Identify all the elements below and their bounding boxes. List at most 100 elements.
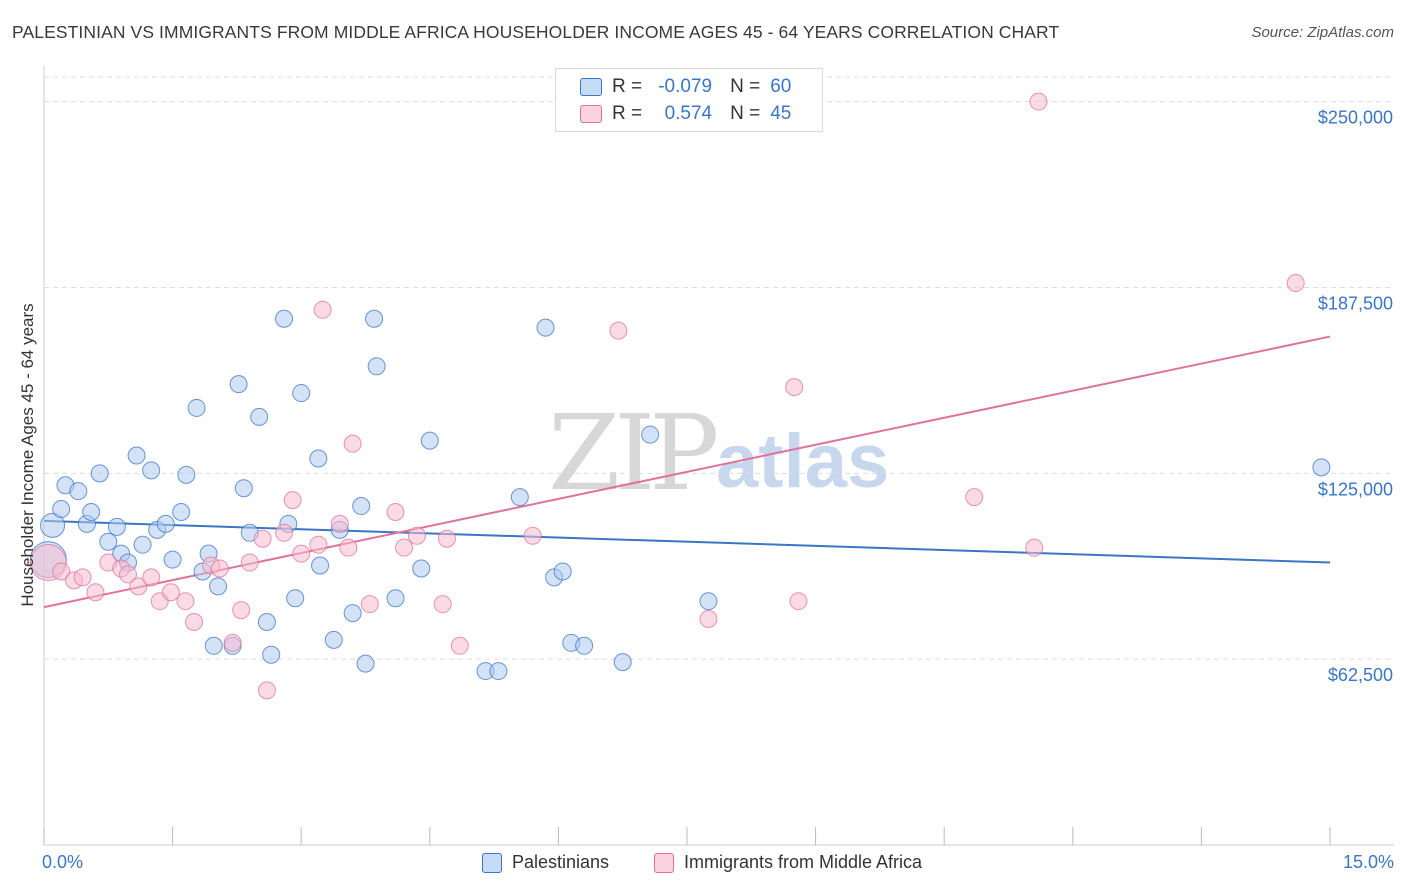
stat-n-label: N = xyxy=(730,76,761,97)
data-point-immigrants xyxy=(386,502,405,521)
data-point-immigrants xyxy=(253,529,272,548)
data-point-immigrants xyxy=(450,636,469,655)
data-point-palestinians xyxy=(187,398,206,417)
data-point-immigrants xyxy=(395,538,414,557)
gridlines xyxy=(44,76,1394,660)
legend-swatch-blue xyxy=(580,78,602,96)
x-tick-label-max: 15.0% xyxy=(1342,852,1394,872)
x-tick-label-min: 0.0% xyxy=(42,852,84,872)
data-point-immigrants xyxy=(699,610,718,629)
stat-r-value: 0.574 xyxy=(664,103,713,124)
data-point-palestinians xyxy=(172,502,191,521)
y-axis-label: Householder Income Ages 45 - 64 years xyxy=(18,303,37,607)
data-point-immigrants xyxy=(275,523,294,542)
data-point-immigrants xyxy=(292,544,311,563)
data-point-palestinians xyxy=(575,636,594,655)
data-point-palestinians xyxy=(699,592,718,611)
data-point-palestinians xyxy=(489,662,508,681)
data-point-palestinians xyxy=(309,449,328,468)
data-point-immigrants xyxy=(1025,538,1044,557)
data-point-immigrants xyxy=(142,568,161,587)
stat-n-value: 60 xyxy=(770,76,792,97)
legend-swatch-pink xyxy=(580,105,602,123)
data-point-immigrants xyxy=(52,562,71,581)
data-point-palestinians xyxy=(352,497,371,516)
data-point-immigrants xyxy=(309,535,328,554)
legend-swatch-pink xyxy=(654,852,674,873)
legend-swatch-blue xyxy=(482,852,502,873)
data-point-palestinians xyxy=(356,654,375,673)
trend-line-palestinians xyxy=(43,519,1331,564)
data-point-immigrants xyxy=(240,553,259,572)
data-point-palestinians xyxy=(343,604,362,623)
data-point-immigrants xyxy=(1029,92,1048,111)
data-point-palestinians xyxy=(386,589,405,608)
data-point-palestinians xyxy=(99,532,118,551)
data-point-immigrants xyxy=(257,681,276,700)
legend-label: Immigrants from Middle Africa xyxy=(684,852,923,872)
data-point-immigrants xyxy=(965,488,984,507)
data-point-palestinians xyxy=(420,431,439,450)
stat-n-label: N = xyxy=(730,103,761,124)
data-point-immigrants xyxy=(330,514,349,533)
data-point-palestinians xyxy=(1312,458,1331,477)
stat-n-value: 45 xyxy=(770,103,792,124)
data-point-palestinians xyxy=(204,636,223,655)
watermark-zip: ZIP xyxy=(548,392,719,514)
chart-source: Source: ZipAtlas.com xyxy=(1251,24,1394,41)
stat-r-value: -0.079 xyxy=(658,76,713,97)
data-point-palestinians xyxy=(365,309,384,328)
data-point-immigrants xyxy=(232,601,251,620)
data-point-palestinians xyxy=(234,479,253,498)
data-point-immigrants xyxy=(119,565,138,584)
data-point-palestinians xyxy=(641,425,660,444)
data-point-immigrants xyxy=(789,592,808,611)
data-point-palestinians xyxy=(52,500,71,519)
data-point-palestinians xyxy=(257,613,276,632)
data-point-palestinians xyxy=(286,589,305,608)
y-tick-label: $187,500 xyxy=(1318,294,1393,314)
data-point-immigrants xyxy=(407,526,426,545)
data-point-palestinians xyxy=(177,465,196,484)
y-tick-label: $250,000 xyxy=(1318,108,1393,128)
data-point-immigrants xyxy=(129,577,148,596)
data-point-immigrants xyxy=(86,583,105,602)
data-point-immigrants xyxy=(433,595,452,614)
data-point-immigrants xyxy=(185,613,204,632)
chart-title: PALESTINIAN VS IMMIGRANTS FROM MIDDLE AF… xyxy=(12,22,1060,42)
data-point-immigrants xyxy=(313,300,332,319)
data-point-palestinians xyxy=(412,559,431,578)
data-point-immigrants xyxy=(161,583,180,602)
legend-item-palestinians[interactable]: Palestinians xyxy=(482,852,609,873)
data-point-immigrants xyxy=(343,434,362,453)
data-point-palestinians xyxy=(127,446,146,465)
data-point-palestinians xyxy=(324,630,343,649)
data-point-palestinians xyxy=(40,512,66,538)
data-points xyxy=(29,92,1331,700)
stats-row-immigrants: R = 0.574 N = 45 xyxy=(556,100,791,128)
data-point-immigrants xyxy=(339,538,358,557)
data-point-palestinians xyxy=(90,464,109,483)
stats-row-palestinians: R = -0.079 N = 60 xyxy=(556,73,791,101)
data-point-immigrants xyxy=(1286,274,1305,293)
data-point-immigrants xyxy=(223,633,242,652)
data-point-palestinians xyxy=(311,556,330,575)
data-point-palestinians xyxy=(107,517,126,536)
stat-r-label: R = xyxy=(612,103,643,124)
data-point-palestinians xyxy=(292,384,311,403)
data-point-palestinians xyxy=(613,653,632,672)
data-point-palestinians xyxy=(163,550,182,569)
data-point-palestinians xyxy=(82,502,101,521)
series-legend: Palestinians Immigrants from Middle Afri… xyxy=(0,852,1406,878)
watermark-atlas: atlas xyxy=(716,419,890,504)
data-point-palestinians xyxy=(209,577,228,596)
data-point-immigrants xyxy=(283,491,302,510)
legend-item-immigrants[interactable]: Immigrants from Middle Africa xyxy=(654,852,922,873)
data-point-immigrants xyxy=(176,592,195,611)
data-point-immigrants xyxy=(785,378,804,397)
axes xyxy=(43,66,1394,846)
stat-r-label: R = xyxy=(612,76,643,97)
data-point-palestinians xyxy=(553,562,572,581)
y-tick-labels: $62,500 $125,000 $187,500 $250,000 xyxy=(1318,108,1393,685)
